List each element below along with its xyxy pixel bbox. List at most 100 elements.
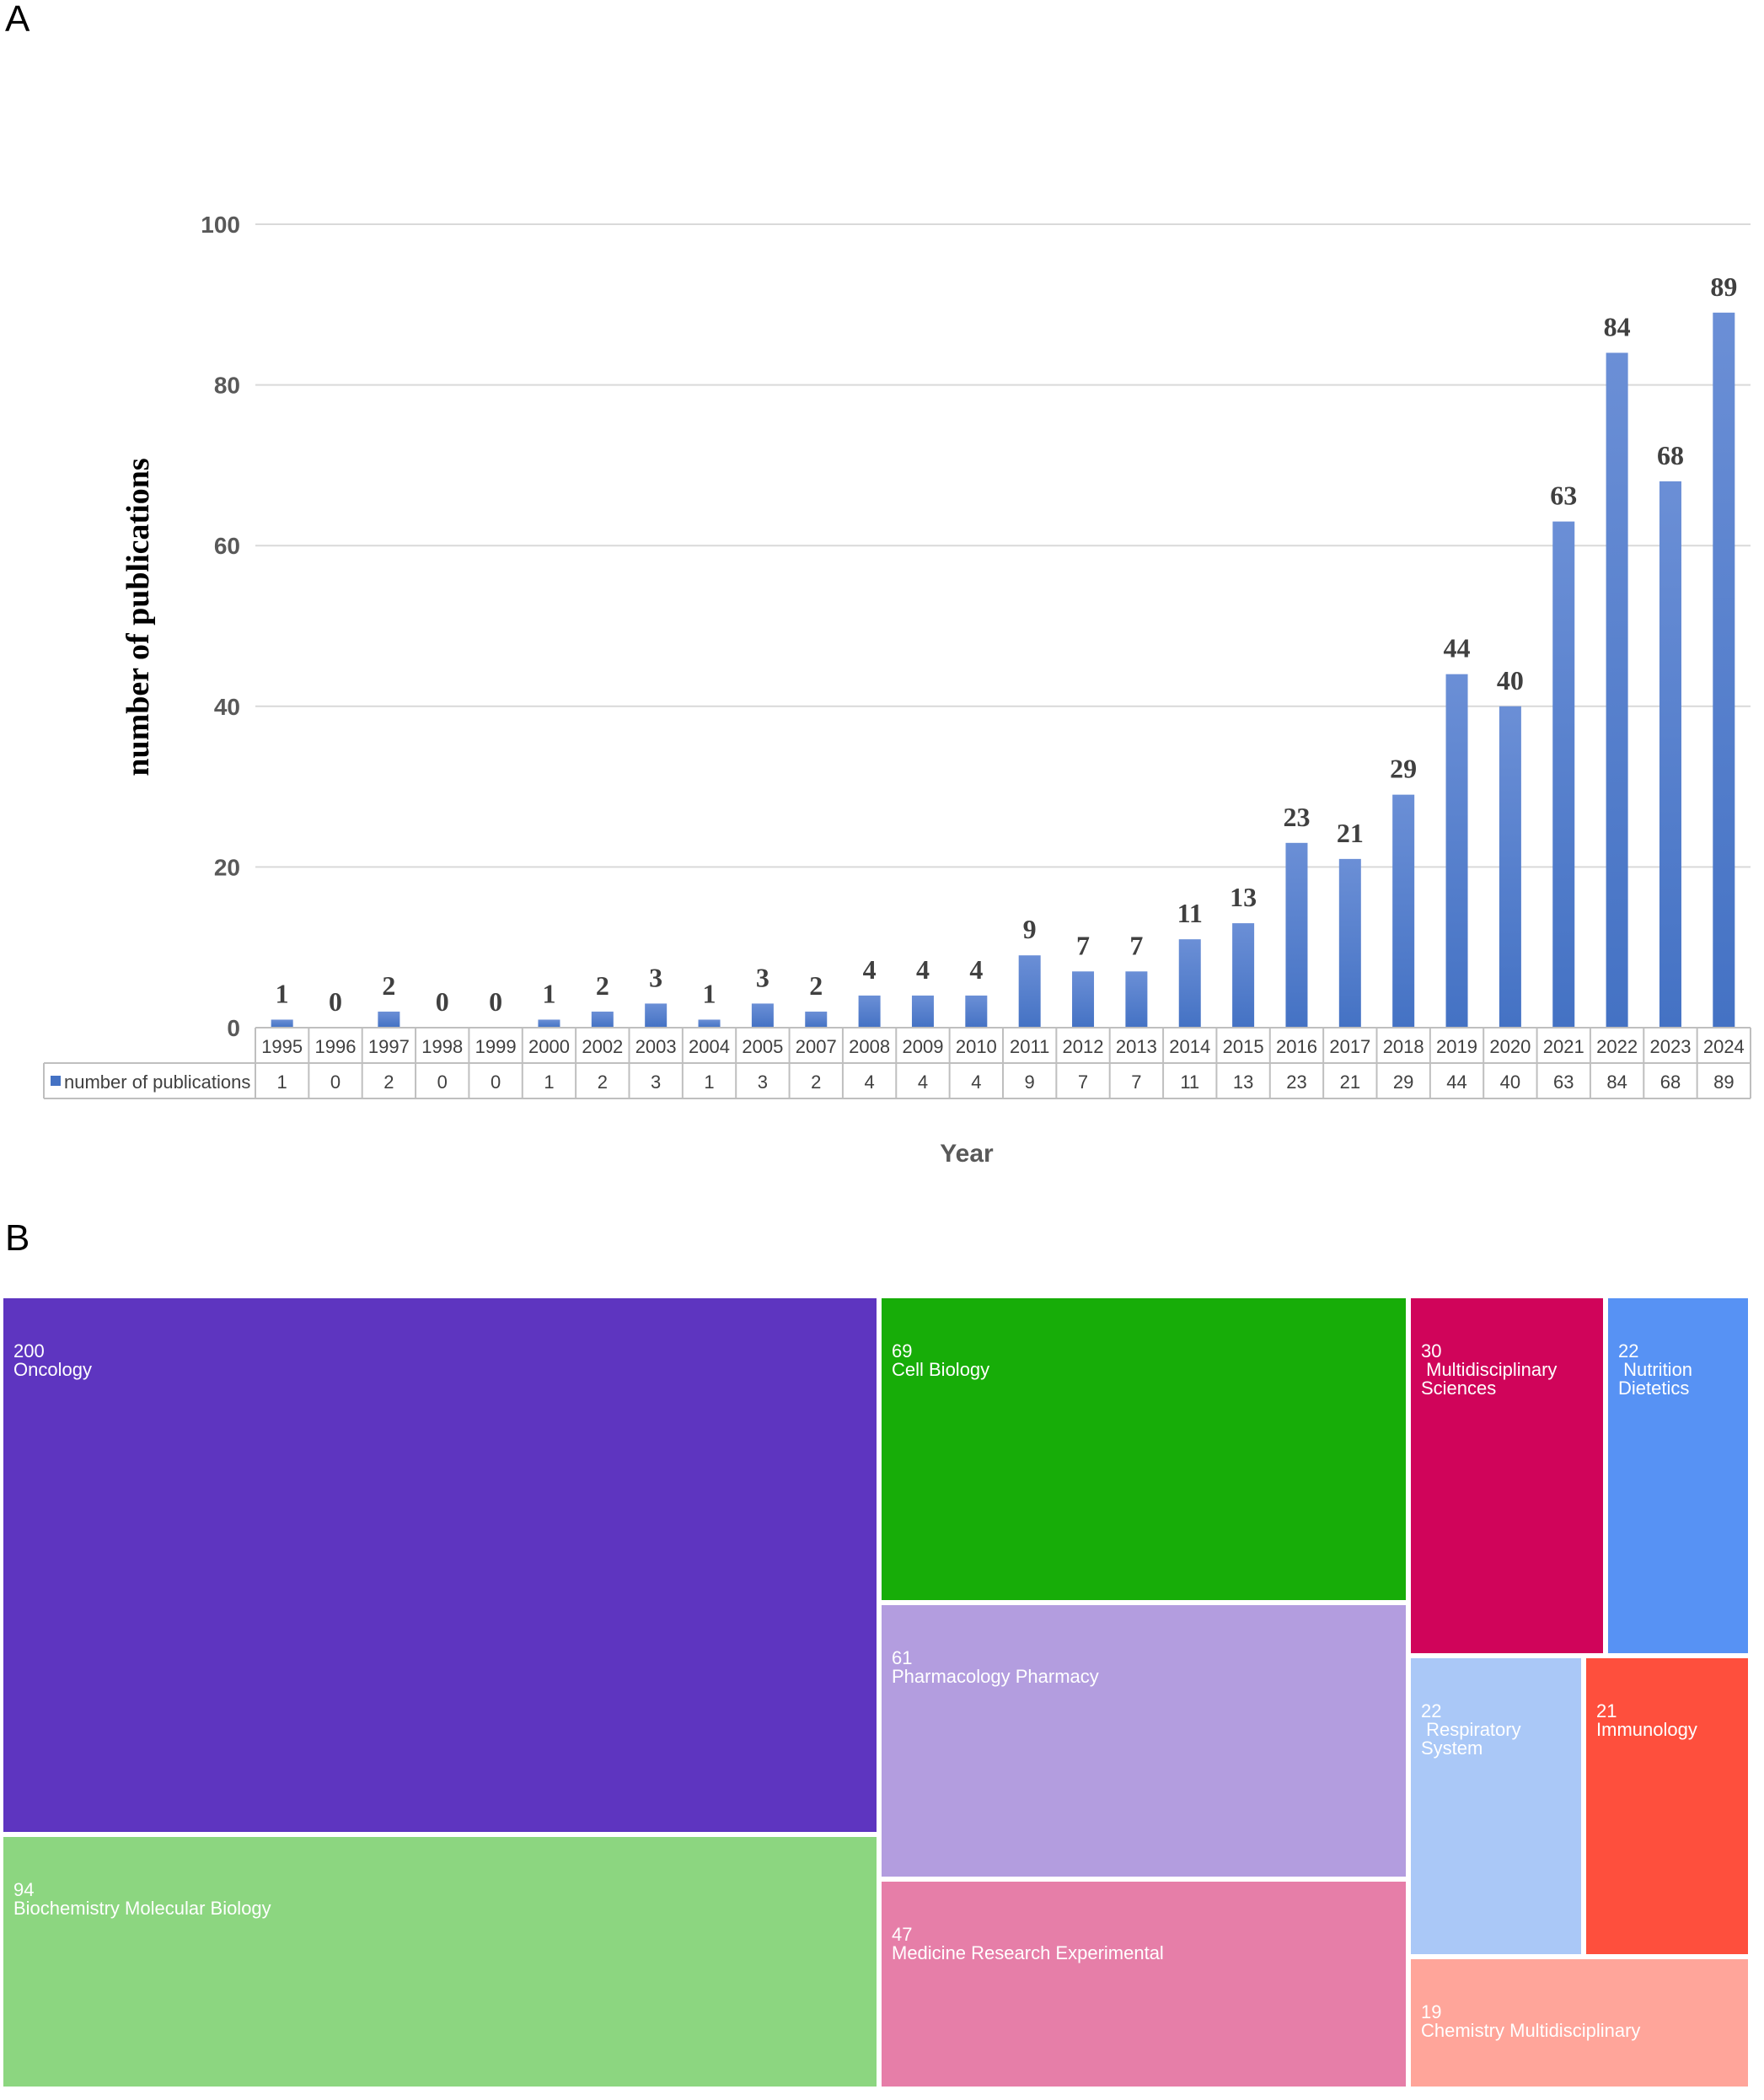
treemap-value: 200 [13,1342,877,1361]
bar-data-label-2024: 89 [1710,271,1737,302]
x-tick-label-2013: 2013 [1116,1036,1157,1057]
bar-1995 [271,1019,293,1028]
table-value-2017: 21 [1340,1071,1360,1093]
table-value-2005: 3 [758,1071,768,1093]
treemap-label: Nutrition Dietetics [1618,1361,1748,1398]
treemap-value: 19 [1421,2003,1748,2022]
bar-data-label-2004: 1 [703,978,716,1008]
treemap-label: Respiratory System [1421,1721,1581,1758]
bar-2018 [1392,795,1414,1028]
bar-2007 [805,1012,827,1028]
bar-data-label-2021: 63 [1550,481,1577,511]
x-tick-label-1999: 1999 [475,1036,517,1057]
y-axis-title: number of publications [121,458,156,776]
table-value-1999: 0 [491,1071,501,1093]
bar-2000 [538,1019,560,1028]
y-tick-label-40: 40 [214,694,240,720]
x-tick-label-2004: 2004 [689,1036,730,1057]
x-tick-label-2003: 2003 [635,1036,677,1057]
treemap-label: Pharmacology Pharmacy [892,1668,1406,1686]
x-tick-label-2007: 2007 [796,1036,837,1057]
treemap-value: 30 [1421,1342,1603,1361]
bar-2005 [752,1003,774,1028]
bar-data-label-2016: 23 [1283,802,1310,832]
treemap-label: Immunology [1596,1721,1748,1739]
x-tick-label-2022: 2022 [1596,1036,1638,1057]
bar-data-label-2005: 3 [756,962,769,992]
treemap-label: Chemistry Multidisciplinary [1421,2022,1748,2040]
bar-2023 [1659,481,1681,1028]
treemap-label: Medicine Research Experimental [892,1944,1406,1963]
bar-data-label-2003: 3 [649,962,662,992]
x-tick-label-1996: 1996 [315,1036,357,1057]
legend-swatch [51,1076,61,1086]
bar-2021 [1552,522,1574,1028]
bar-data-label-2011: 9 [1023,914,1037,944]
bar-data-label-2017: 21 [1337,818,1364,848]
bar-2013 [1125,971,1147,1028]
table-value-2016: 23 [1286,1071,1306,1093]
treemap-value: 61 [892,1649,1406,1668]
treemap-label: Multidisciplinary Sciences [1421,1361,1603,1398]
bar-data-label-2019: 44 [1444,633,1471,663]
x-tick-label-2017: 2017 [1329,1036,1370,1057]
treemap-value: 47 [892,1925,1406,1944]
bar-2002 [592,1012,614,1028]
y-tick-label-60: 60 [214,533,240,559]
bar-2003 [645,1003,667,1028]
table-value-2008: 4 [864,1071,874,1093]
y-tick-label-80: 80 [214,373,240,399]
bar-data-label-1995: 1 [276,978,289,1008]
bar-2019 [1446,674,1468,1028]
bar-2015 [1232,923,1254,1028]
treemap-tile-pharmacology: 61 Pharmacology Pharmacy [882,1605,1406,1877]
table-value-2018: 29 [1393,1071,1413,1093]
table-value-2002: 2 [598,1071,608,1093]
bar-data-label-2012: 7 [1076,930,1090,960]
bar-data-label-2010: 4 [969,954,983,985]
x-tick-label-2012: 2012 [1063,1036,1104,1057]
y-tick-label-20: 20 [214,854,240,880]
bar-2017 [1339,859,1361,1028]
bar-2024 [1713,313,1735,1028]
x-tick-label-2016: 2016 [1276,1036,1317,1057]
bar-2014 [1179,939,1201,1028]
treemap-tile-chemistry-multidisciplinary: 19 Chemistry Multidisciplinary [1411,1959,1748,2087]
treemap-label: Biochemistry Molecular Biology [13,1899,877,1918]
treemap-tile-immunology: 21 Immunology [1586,1658,1748,1954]
table-value-1995: 1 [277,1071,287,1093]
table-value-2000: 1 [544,1071,554,1093]
treemap-value: 69 [892,1342,1406,1361]
table-value-2012: 7 [1078,1071,1088,1093]
y-tick-label-0: 0 [227,1015,240,1041]
bar-data-label-2007: 2 [809,970,823,1001]
x-tick-label-1997: 1997 [368,1036,410,1057]
table-value-2007: 2 [811,1071,821,1093]
panel-label-b: B [5,1217,29,1259]
treemap-tile-biochemistry: 94 Biochemistry Molecular Biology [3,1837,877,2087]
x-tick-label-2020: 2020 [1489,1036,1531,1057]
x-tick-label-1998: 1998 [421,1036,463,1057]
table-value-2011: 9 [1025,1071,1035,1093]
bar-data-label-2020: 40 [1497,665,1524,696]
x-tick-label-2000: 2000 [528,1036,570,1057]
x-tick-label-2023: 2023 [1649,1036,1691,1057]
x-tick-label-2014: 2014 [1169,1036,1210,1057]
x-tick-label-2008: 2008 [849,1036,890,1057]
table-value-2009: 4 [918,1071,928,1093]
bar-data-label-2022: 84 [1604,311,1631,341]
bar-data-label-2014: 11 [1177,898,1203,928]
treemap-value: 21 [1596,1702,1748,1721]
bar-2004 [699,1019,721,1028]
x-tick-label-1995: 1995 [261,1036,303,1057]
table-value-1997: 2 [383,1071,394,1093]
x-tick-label-2015: 2015 [1223,1036,1264,1057]
bar-data-label-2015: 13 [1230,882,1257,912]
table-value-2021: 63 [1553,1071,1574,1093]
table-value-2003: 3 [651,1071,661,1093]
treemap-tile-cell-biology: 69 Cell Biology [882,1298,1406,1600]
treemap-label: Oncology [13,1361,877,1379]
table-value-1996: 0 [330,1071,340,1093]
bar-2009 [912,996,934,1028]
x-tick-label-2002: 2002 [582,1036,623,1057]
